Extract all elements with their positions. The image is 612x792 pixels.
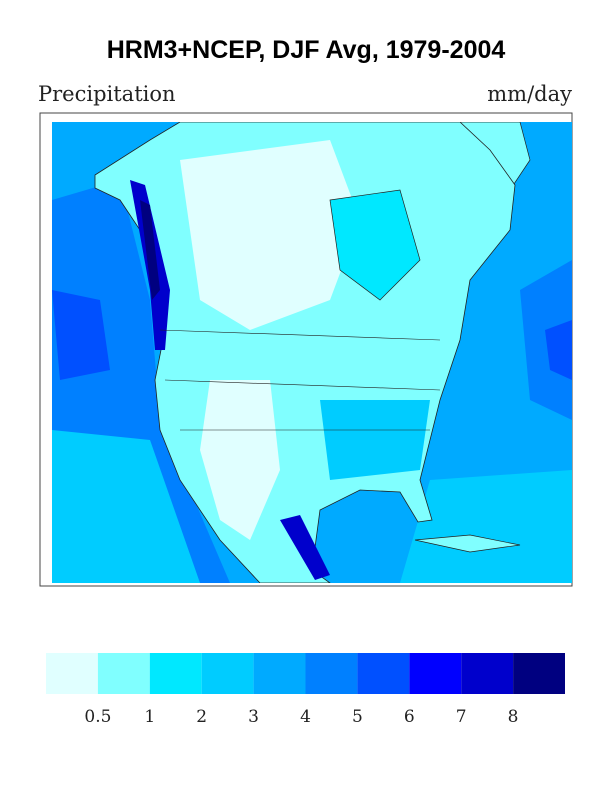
- pacific-south: [52, 430, 200, 583]
- sierra-madre: [280, 515, 330, 580]
- cuba: [414, 534, 521, 553]
- units-label: mm/day: [487, 82, 572, 106]
- map: [39, 112, 573, 587]
- color-box: [97, 653, 150, 694]
- dry-southwest: [200, 380, 280, 540]
- color-box: [461, 653, 514, 694]
- colorbar-label: 7: [456, 707, 467, 727]
- pacific-core: [52, 290, 110, 380]
- variable-label: Precipitation: [38, 82, 176, 106]
- dry-interior: [180, 140, 360, 330]
- atlantic: [520, 260, 572, 420]
- title: HRM3+NCEP, DJF Avg, 1979-2004: [107, 36, 506, 64]
- colorbar-label: 8: [508, 707, 519, 727]
- color-box: [201, 653, 254, 694]
- color-box: [305, 653, 358, 694]
- colorbar-label: 0.5: [84, 707, 111, 727]
- borders: [159, 329, 441, 431]
- atlantic-core: [545, 320, 572, 380]
- colorbar-label: 6: [404, 707, 415, 727]
- colorbar-label: 1: [144, 707, 155, 727]
- colorbar: 0.5 1 2 3 4 5 6 7 8: [46, 653, 565, 727]
- colorbar-label: 5: [352, 707, 363, 727]
- color-box: [149, 653, 202, 694]
- color-box: [253, 653, 306, 694]
- color-box: [513, 653, 565, 694]
- colorbar-label: 3: [248, 707, 259, 727]
- color-box: [409, 653, 462, 694]
- hudson-bay: [329, 189, 421, 301]
- southeast-wet: [320, 400, 430, 480]
- coast-range-core: [140, 200, 160, 300]
- color-box: [357, 653, 410, 694]
- caribbean: [400, 470, 572, 583]
- colorbar-label: 4: [300, 707, 311, 727]
- color-box: [46, 653, 98, 694]
- colorbar-label: 2: [196, 707, 207, 727]
